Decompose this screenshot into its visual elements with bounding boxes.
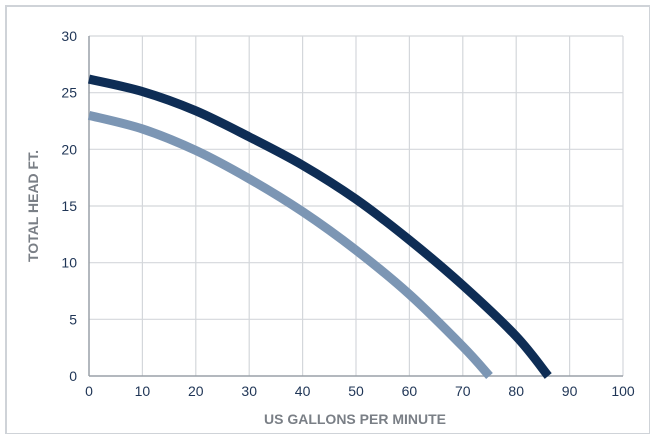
- x-tick-label: 20: [188, 383, 204, 399]
- y-tick-label: 30: [61, 28, 77, 44]
- x-axis-title: US GALLONS PER MINUTE: [264, 411, 446, 427]
- outer-frame: [5, 5, 650, 434]
- x-tick-label: 50: [348, 383, 364, 399]
- series: [87, 74, 552, 380]
- tick-labels: 0 10 20 30 40 50 60 70 80 90 100 0 5 10 15 20 25 30: [61, 28, 634, 399]
- axes: [88, 36, 623, 377]
- x-tick-label: 100: [611, 383, 635, 399]
- y-tick-label: 5: [69, 311, 77, 327]
- y-axis-title: TOTAL HEAD FT.: [25, 150, 41, 262]
- x-tick-label: 80: [508, 383, 524, 399]
- y-tick-label: 20: [61, 141, 77, 157]
- x-tick-label: 70: [455, 383, 471, 399]
- y-tick-label: 10: [61, 255, 77, 271]
- x-tick-label: 0: [85, 383, 93, 399]
- y-tick-label: 0: [69, 368, 77, 384]
- y-tick-label: 25: [61, 85, 77, 101]
- x-tick-label: 90: [562, 383, 578, 399]
- x-tick-label: 40: [295, 383, 311, 399]
- pump-curve-series-1: [87, 74, 552, 379]
- y-tick-label: 15: [61, 198, 77, 214]
- x-tick-label: 10: [135, 383, 151, 399]
- x-tick-label: 30: [241, 383, 257, 399]
- x-tick-label: 60: [402, 383, 418, 399]
- grid: [89, 35, 624, 376]
- pump-curve-series-2: [87, 110, 493, 380]
